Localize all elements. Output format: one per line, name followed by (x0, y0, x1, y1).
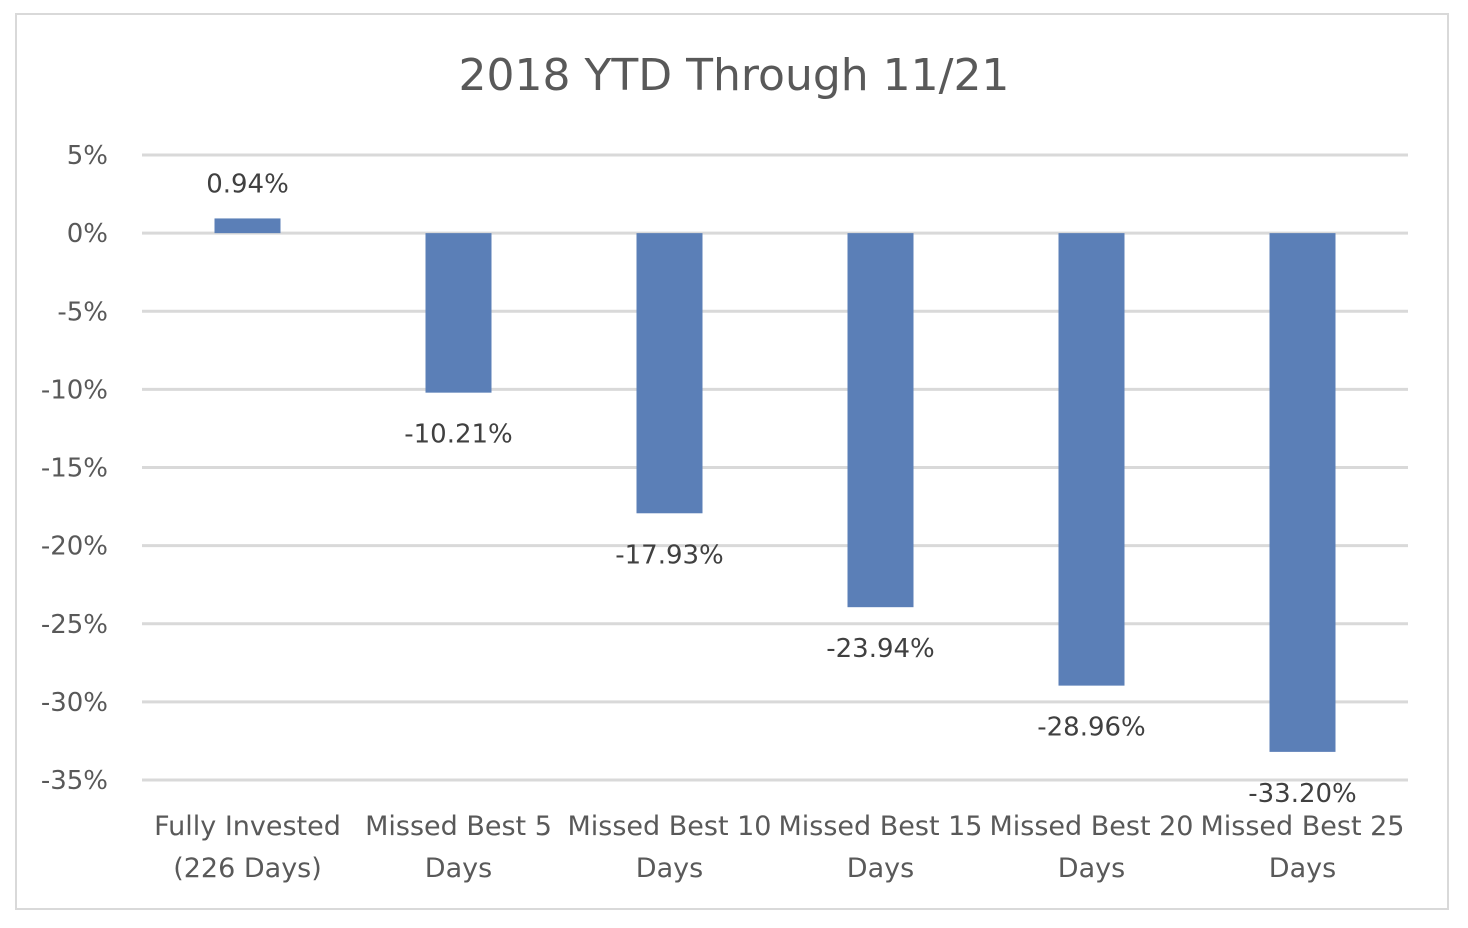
bar (425, 233, 492, 393)
bar (1269, 233, 1336, 752)
data-label: -17.93% (615, 540, 724, 570)
y-tick-label: -20% (41, 532, 108, 562)
category-label: Missed Best 5 (365, 811, 552, 842)
y-tick-label: -25% (41, 610, 108, 640)
category-label: Missed Best 20 (990, 811, 1194, 842)
data-label: -28.96% (1037, 713, 1146, 743)
category-label: Days (1058, 853, 1125, 884)
category-label: Days (1269, 853, 1336, 884)
bar (636, 233, 703, 514)
y-tick-label: -35% (41, 766, 108, 796)
data-label: 0.94% (206, 169, 289, 199)
data-label: -23.94% (826, 634, 935, 664)
category-label: Days (425, 853, 492, 884)
category-label: Fully Invested (154, 811, 341, 842)
y-tick-label: 5% (67, 141, 108, 171)
category-label: Missed Best 10 (568, 811, 772, 842)
category-label: Days (847, 853, 914, 884)
chart-frame (15, 13, 1449, 910)
bar (1058, 233, 1125, 686)
data-label: -33.20% (1248, 779, 1357, 809)
y-tick-label: -10% (41, 375, 108, 405)
bar (214, 218, 281, 234)
y-tick-label: -30% (41, 688, 108, 718)
y-tick-label: 0% (67, 219, 108, 249)
y-tick-label: -5% (57, 297, 108, 327)
y-tick-label: -15% (41, 454, 108, 484)
bar (847, 233, 914, 608)
chart-title: 2018 YTD Through 11/21 (458, 50, 1010, 101)
category-label: Missed Best 15 (779, 811, 983, 842)
category-label: Missed Best 25 (1201, 811, 1405, 842)
category-label: Days (636, 853, 703, 884)
category-label: (226 Days) (173, 853, 322, 884)
data-label: -10.21% (404, 420, 513, 450)
